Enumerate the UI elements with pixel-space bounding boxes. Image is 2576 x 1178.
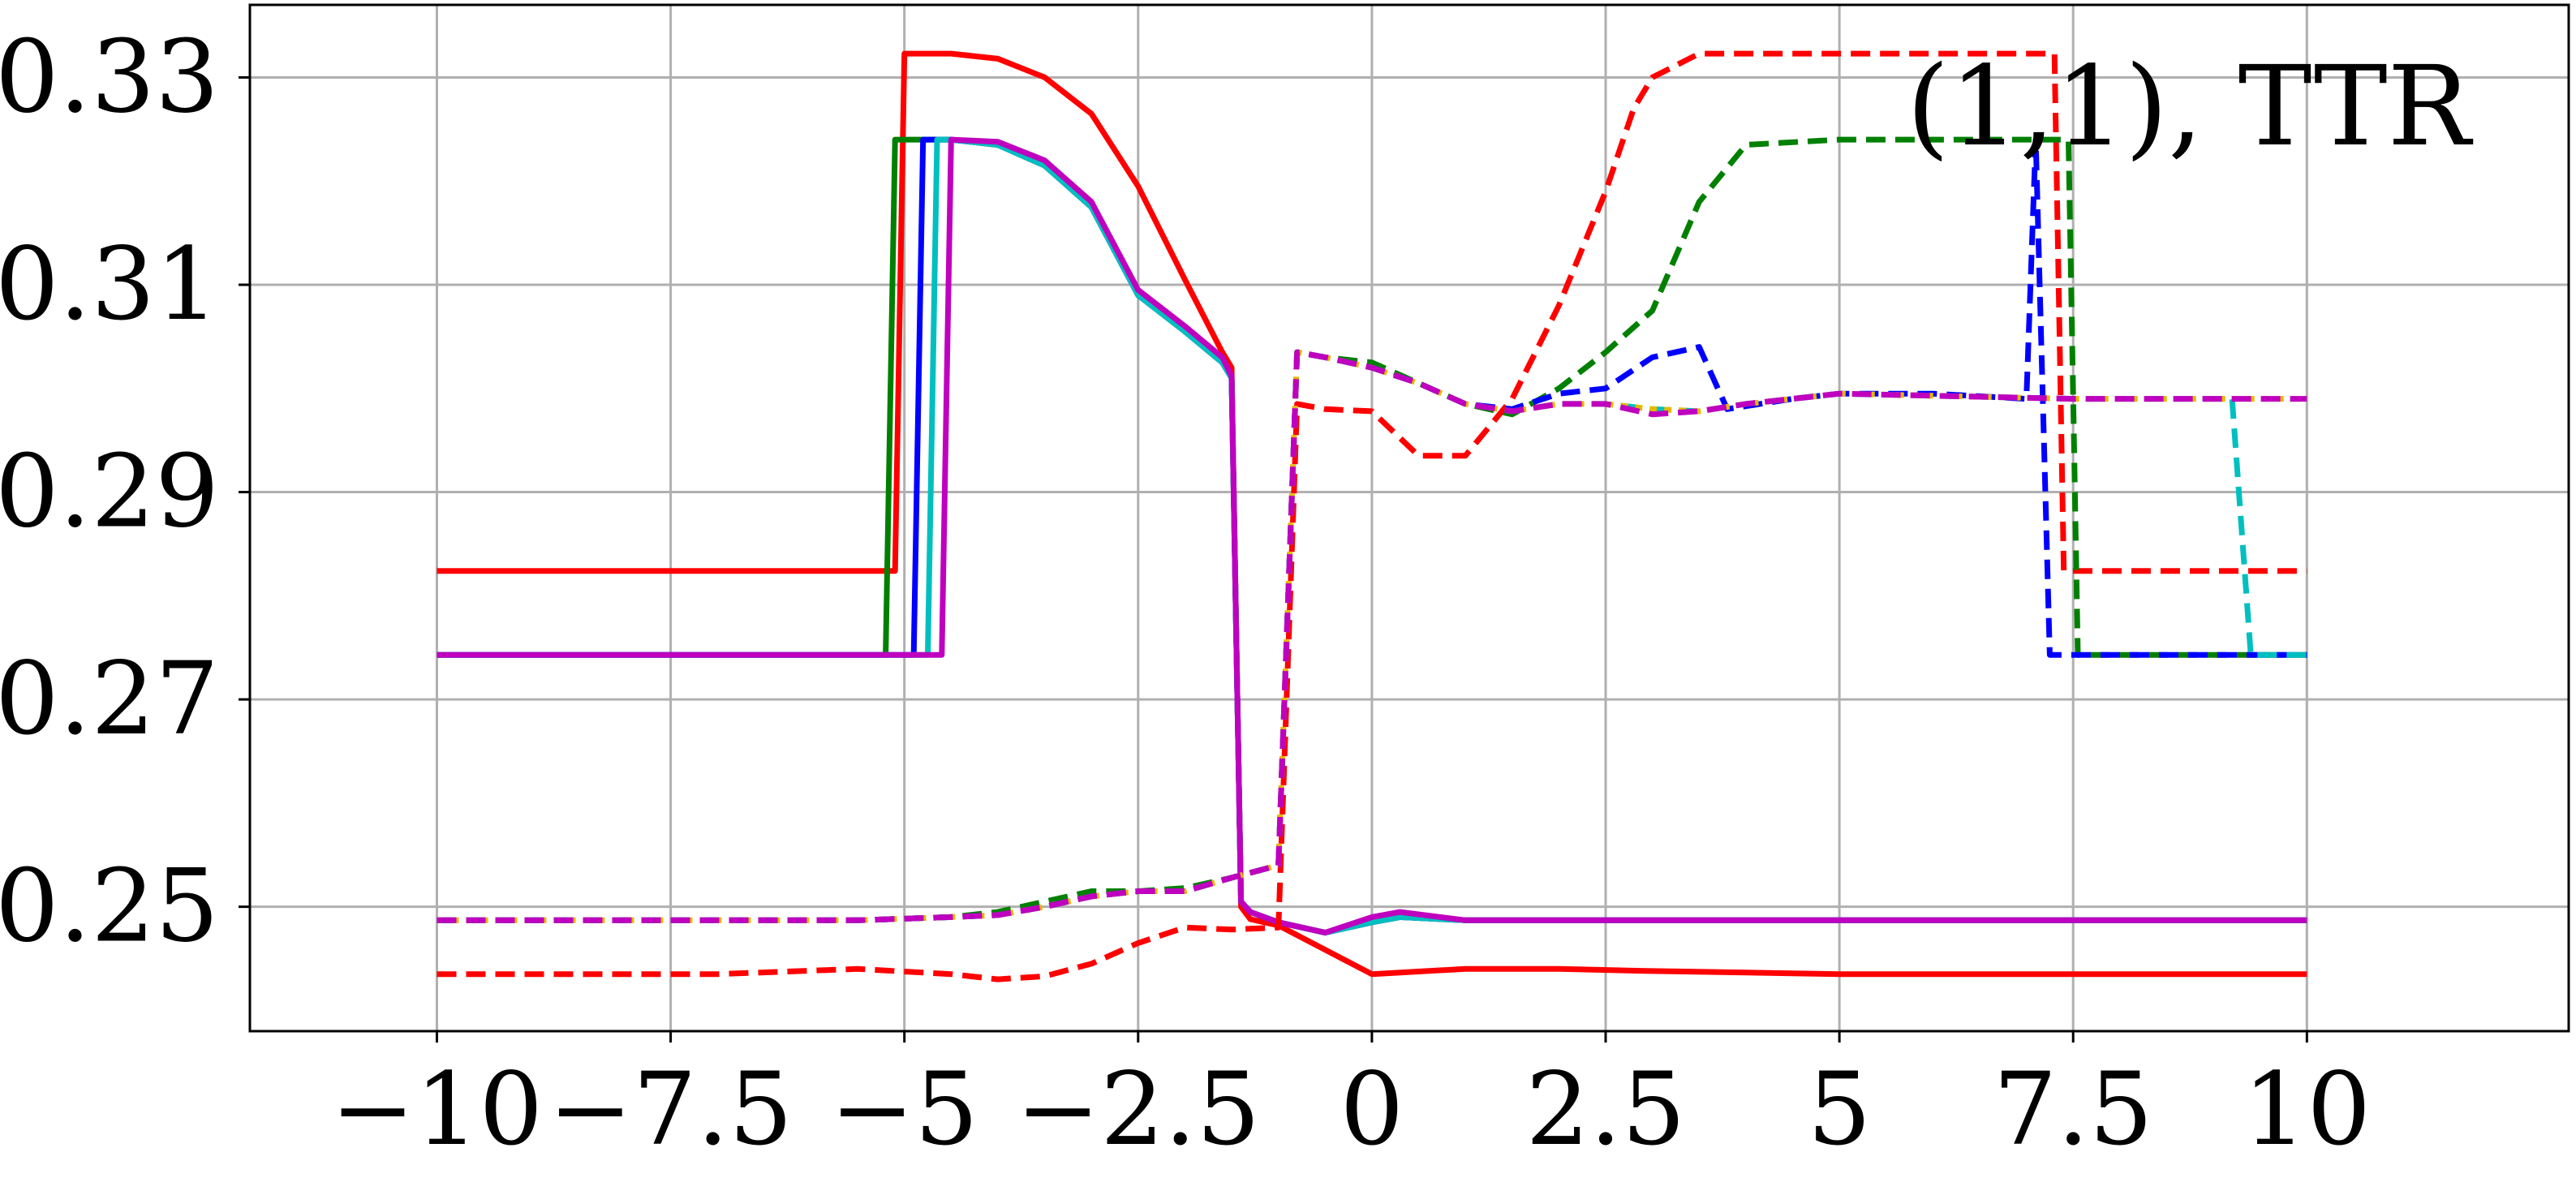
chart-annotation: (1,1), TTR [1907, 43, 2474, 171]
series-line-11 [437, 349, 2307, 923]
x-tick-label: −10 [331, 1051, 544, 1168]
series-group [437, 50, 2307, 982]
x-tick-label: −2.5 [1016, 1051, 1260, 1168]
x-tick-label: −7.5 [548, 1051, 793, 1168]
y-tick-label: 0.33 [0, 19, 219, 135]
y-tick-label: 0.31 [0, 226, 219, 343]
x-axis-ticks: −10 −7.5 −5 −2.5 0 2.5 5 7.5 10 [331, 1031, 2371, 1168]
y-tick-label: 0.27 [0, 641, 219, 758]
x-tick-label: 0 [1340, 1051, 1404, 1168]
y-tick-label: 0.25 [0, 849, 219, 965]
x-tick-label: 5 [1808, 1051, 1872, 1168]
series-line-1 [437, 50, 2307, 978]
series-line-6 [437, 50, 2307, 982]
x-tick-label: 7.5 [1993, 1051, 2153, 1168]
series-line-5 [437, 136, 2307, 936]
x-tick-label: 2.5 [1525, 1051, 1685, 1168]
y-axis-ticks: 0.25 0.27 0.29 0.31 0.33 [0, 19, 250, 965]
y-tick-label: 0.29 [0, 434, 219, 551]
x-tick-label: −5 [830, 1051, 978, 1168]
grid-lines [250, 5, 2569, 1031]
axes-frame [248, 3, 2570, 1033]
x-tick-label: 10 [2243, 1051, 2371, 1168]
